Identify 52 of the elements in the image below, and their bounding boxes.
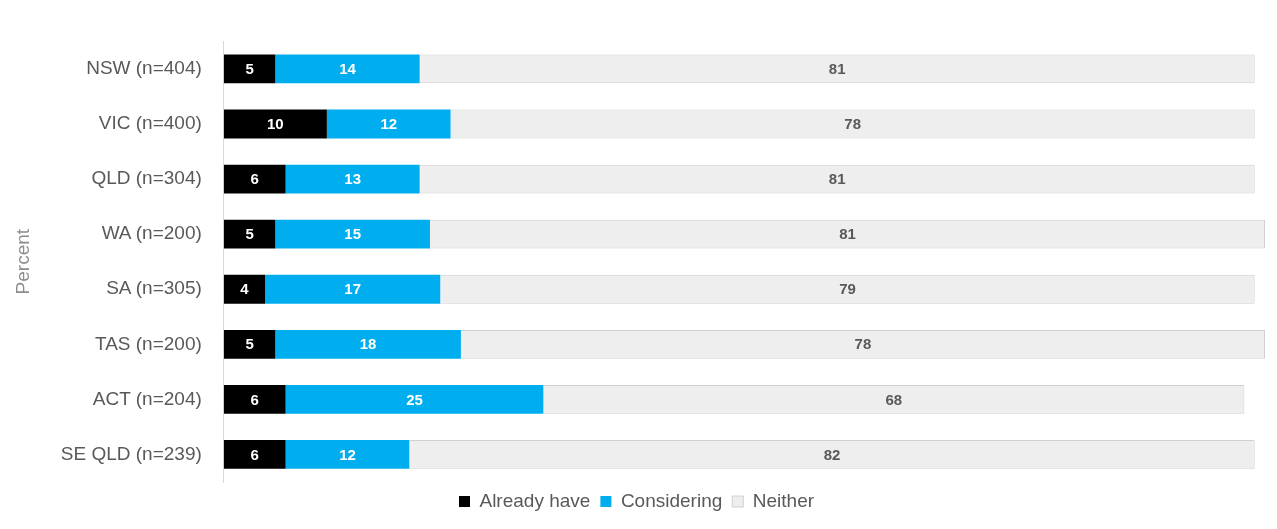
bar	[223, 385, 286, 414]
data-label: 12	[339, 445, 356, 463]
bar	[285, 440, 410, 469]
data-label: 12	[380, 115, 398, 133]
data-label: 5	[245, 60, 254, 78]
bar	[275, 329, 461, 359]
legend-label: Considering	[620, 489, 723, 511]
data-label: 18	[359, 335, 377, 353]
bar	[223, 109, 327, 139]
data-label: 4	[240, 280, 250, 298]
data-label: 13	[344, 170, 361, 188]
data-label: 79	[839, 280, 856, 298]
bar	[275, 54, 420, 84]
y-tick-label: QLD (n=304)	[91, 167, 202, 189]
bar	[265, 274, 441, 304]
bar	[285, 385, 544, 414]
data-label: 78	[844, 115, 861, 133]
data-label: 5	[245, 225, 254, 243]
data-label: 81	[828, 60, 846, 78]
bar	[223, 219, 276, 249]
data-label: 6	[250, 170, 259, 188]
data-label: 68	[885, 390, 903, 408]
legend-label: Already have	[479, 489, 591, 511]
legend-label: Neither	[752, 489, 815, 511]
y-tick-label: WA (n=200)	[101, 222, 202, 244]
bar	[326, 109, 451, 139]
bar	[223, 54, 276, 84]
data-label: 17	[344, 280, 361, 298]
bar	[275, 219, 430, 249]
data-label: 78	[854, 335, 872, 353]
bar	[223, 164, 286, 194]
data-label: 25	[406, 390, 423, 408]
y-axis-title: Percent	[11, 228, 33, 295]
data-label: 81	[828, 170, 846, 188]
data-label: 82	[823, 445, 841, 463]
data-label: 10	[266, 115, 284, 133]
data-label: 6	[250, 445, 259, 463]
bar	[223, 274, 266, 304]
y-tick-label: VIC (n=400)	[98, 112, 202, 134]
data-label: 5	[245, 335, 254, 353]
y-tick-label: ACT (n=204)	[92, 387, 202, 409]
y-tick-label: SA (n=305)	[106, 277, 202, 299]
y-tick-label: SE QLD (n=239)	[60, 442, 202, 464]
y-tick-label: TAS (n=200)	[94, 332, 202, 354]
data-label: 14	[339, 60, 357, 78]
bar	[223, 329, 276, 359]
data-label: 15	[344, 225, 361, 243]
data-label: 81	[839, 225, 856, 243]
bar	[285, 164, 420, 194]
bar	[223, 440, 286, 469]
y-tick-label: NSW (n=404)	[86, 57, 202, 79]
data-label: 6	[250, 390, 259, 408]
